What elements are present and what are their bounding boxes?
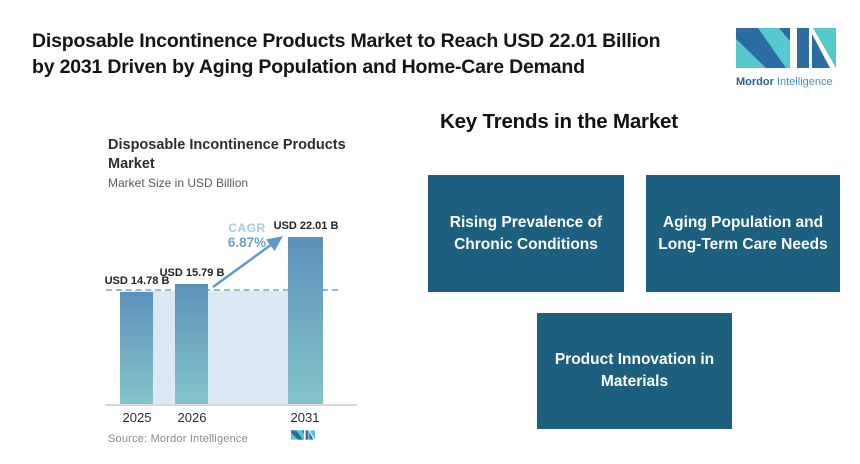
bar-2031: [288, 236, 323, 405]
cagr-growth-arrow-icon: [212, 236, 283, 288]
trend-box-product-innovation: Product Innovation in Materials: [537, 313, 732, 429]
headline-line-2: by 2031 Driven by Aging Population and H…: [32, 56, 585, 78]
mordor-mini-logo-icon: [291, 430, 315, 440]
brand-name: Mordor Intelligence: [736, 76, 844, 88]
mordor-logo-icon: [736, 28, 836, 68]
trend-box-aging-population: Aging Population and Long-Term Care Need…: [646, 175, 840, 292]
brand-word-intelligence: Intelligence: [776, 76, 833, 88]
chart-subtitle: Market Size in USD Billion: [108, 176, 249, 190]
headline: Disposable Incontinence Products Market …: [32, 28, 722, 80]
trends-heading: Key Trends in the Market: [440, 110, 678, 133]
trend-box-chronic-conditions: Rising Prevalence of Chronic Conditions: [428, 175, 624, 292]
source-attribution: Source: Mordor Intelligence: [108, 433, 248, 445]
x-tick-2031: 2031: [290, 410, 320, 425]
bar-value-label-2025: USD 14.78 B: [104, 275, 170, 287]
bar-2026: [175, 284, 208, 405]
headline-line-1: Disposable Incontinence Products Market …: [32, 30, 661, 52]
chart-title-line-1: Disposable Incontinence Products: [108, 137, 346, 153]
cagr-value: 6.87%: [227, 235, 267, 250]
mordor-intelligence-logo: Mordor Intelligence: [736, 28, 844, 88]
chart-title: Disposable Incontinence Products Market: [108, 136, 346, 174]
x-tick-2026: 2026: [177, 410, 207, 425]
reference-dashed-line: [106, 289, 338, 291]
chart-title-line-2: Market: [108, 156, 155, 172]
bar-2025: [120, 292, 153, 405]
cagr-label: CAGR: [228, 221, 266, 235]
bar-value-label-2026: USD 15.79 B: [159, 267, 225, 280]
x-axis-line: [105, 404, 357, 406]
brand-word-mordor: Mordor: [736, 76, 774, 88]
x-tick-2025: 2025: [122, 410, 152, 425]
bar-value-label-2031: USD 22.01 B: [273, 219, 339, 232]
